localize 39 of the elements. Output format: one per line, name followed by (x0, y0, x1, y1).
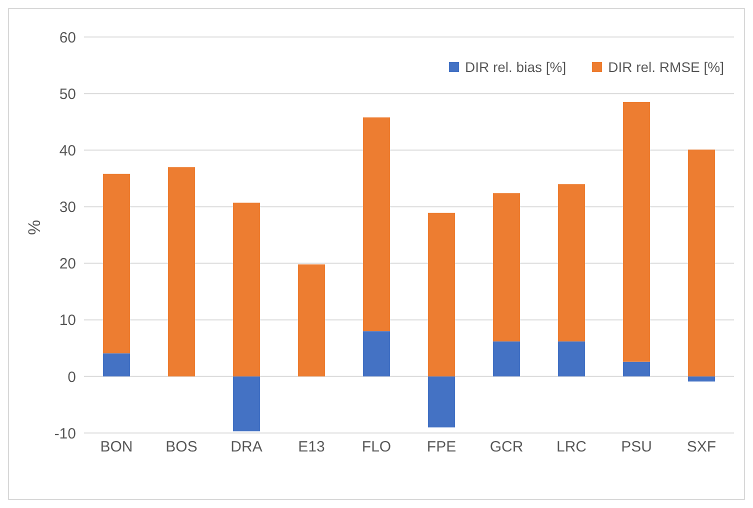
y-tick-label: 60 (59, 29, 76, 46)
x-tick-label: GCR (490, 438, 524, 456)
bar (493, 193, 520, 342)
bar (103, 353, 130, 376)
x-tick-label: LRC (556, 438, 587, 456)
y-tick-label: 30 (59, 199, 76, 216)
bar (103, 174, 130, 354)
bar (168, 167, 195, 376)
bar (363, 331, 390, 376)
bar (688, 376, 715, 382)
x-tick-label: E13 (298, 438, 325, 456)
y-tick-label: -10 (54, 425, 76, 442)
y-axis-title: % (25, 220, 44, 235)
y-tick-label: 10 (59, 312, 76, 330)
bar (623, 362, 650, 376)
y-tick-label: 50 (59, 86, 76, 103)
bar (558, 184, 585, 342)
bar (688, 150, 715, 376)
x-tick-label: PSU (621, 438, 652, 456)
bar (233, 202, 260, 376)
bar (363, 117, 390, 332)
y-tick-label: 20 (59, 256, 76, 273)
bar (233, 376, 260, 432)
x-tick-label: DRA (230, 438, 262, 456)
legend-label: DIR rel. bias [%] (464, 59, 566, 75)
x-tick-label: FLO (362, 438, 392, 456)
bar (428, 376, 455, 428)
bar (623, 102, 650, 362)
x-tick-label: FPE (426, 438, 456, 456)
legend-label: DIR rel. RMSE [%] (608, 59, 724, 75)
y-tick-label: 40 (59, 142, 76, 160)
bar (428, 212, 455, 376)
x-tick-label: SXF (686, 438, 716, 456)
bar (558, 341, 585, 376)
y-tick-label: 0 (68, 368, 76, 386)
bar (493, 341, 520, 376)
bar (298, 264, 325, 376)
x-tick-label: BON (100, 438, 133, 456)
x-tick-label: BOS (166, 438, 198, 456)
